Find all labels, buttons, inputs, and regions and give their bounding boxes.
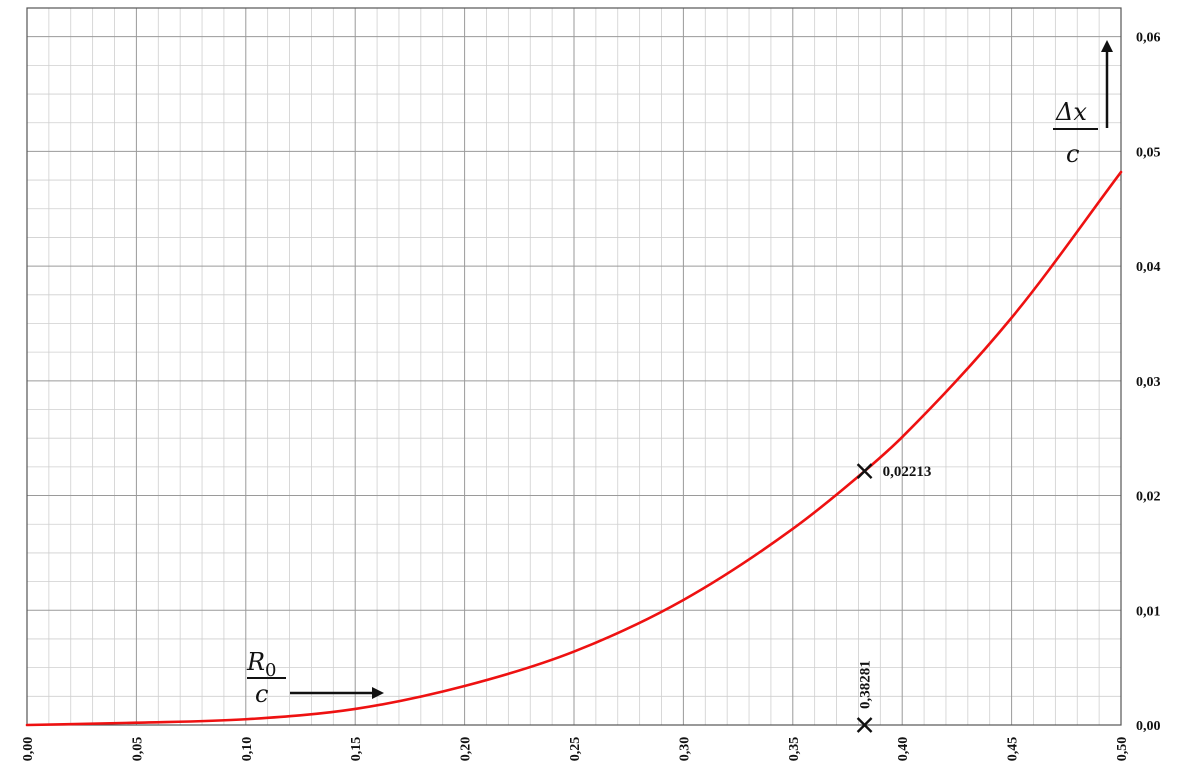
y-tick-label: 0,00 [1136,719,1161,734]
x-label-subscript: 0 [265,660,276,681]
annotation-label: 0,02213 [883,464,932,480]
annotation-marker [856,717,873,733]
y-tick-label: 0,05 [1136,145,1161,160]
y-axis-label: Δx c [1053,40,1113,168]
x-tick-label: 0,50 [1115,737,1130,762]
x-axis-label: R 0 c [246,648,384,708]
x-tick-label: 0,15 [349,737,364,762]
x-tick-label: 0,30 [677,737,692,762]
x-tick-label: 0,40 [896,737,911,762]
y-tick-label: 0,02 [1136,490,1161,505]
y-tick-label: 0,03 [1136,375,1161,390]
annotations: 0,02213 0,38281 [856,463,932,733]
x-tick-labels: 0,00 0,05 0,10 0,15 0,20 0,25 0,30 0,35 0,40 0,45… [21,737,1130,762]
x-label-numerator: R [246,648,265,676]
annotation-marker [856,463,873,479]
x-tick-label: 0,20 [459,737,474,762]
y-tick-label: 0,01 [1136,604,1161,619]
x-tick-label: 0,10 [240,737,255,762]
x-label-denominator: c [255,680,268,708]
y-tick-label: 0,06 [1136,31,1161,46]
x-tick-label: 0,45 [1006,737,1021,762]
y-tick-label: 0,04 [1136,260,1161,275]
x-tick-label: 0,25 [568,737,583,762]
y-label-denominator: c [1066,140,1079,168]
plot-border [26,7,1122,726]
annotation-label: 0,38281 [858,660,874,709]
x-axis-arrow-head [372,687,384,699]
series-line [25,170,1123,727]
x-tick-label: 0,35 [787,737,802,762]
y-label-numerator: Δx [1055,98,1087,126]
y-tick-labels: 0,00 0,01 0,02 0,03 0,04 0,05 0,06 [1136,31,1161,734]
x-tick-label: 0,00 [21,737,36,762]
x-tick-label: 0,05 [130,737,145,762]
y-axis-arrow-head [1101,40,1113,52]
